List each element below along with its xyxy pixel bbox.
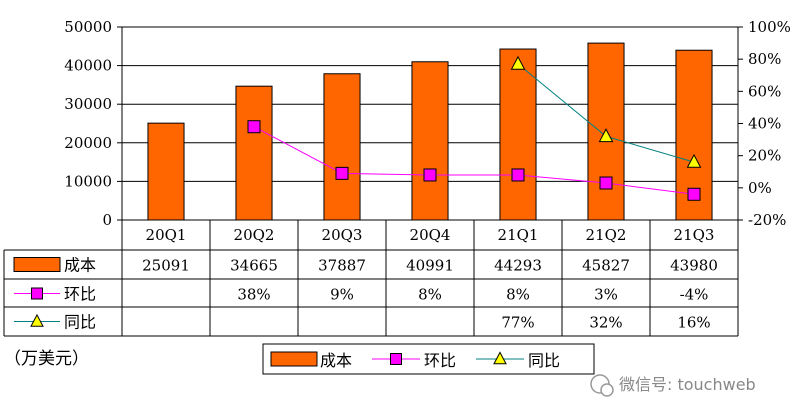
table-cell-value: 8% bbox=[418, 286, 442, 304]
yoy-point bbox=[510, 55, 526, 70]
x-tick-label: 21Q2 bbox=[586, 226, 627, 244]
line-series bbox=[247, 55, 702, 201]
bar-series-cost bbox=[147, 42, 713, 221]
x-tick-label: 20Q2 bbox=[234, 226, 275, 244]
wechat-icon-bubble bbox=[600, 383, 614, 397]
watermark: 微信号: touchweb bbox=[590, 374, 756, 397]
x-tick-label: 21Q1 bbox=[498, 226, 539, 244]
y-right-tick-label: 80% bbox=[748, 50, 781, 68]
unit-label: （万美元） bbox=[4, 349, 89, 369]
y-left-tick-label: 20000 bbox=[64, 134, 112, 152]
table-cell-value: 9% bbox=[330, 286, 354, 304]
table-cell-value: 40991 bbox=[406, 257, 454, 275]
table-cell-value: 77% bbox=[501, 314, 534, 332]
legend-key-cost bbox=[270, 351, 318, 367]
legend-label-yoy: 同比 bbox=[528, 351, 560, 370]
table-cell-value: 45827 bbox=[582, 257, 630, 275]
yoy-point bbox=[686, 153, 702, 168]
y-left-tick-label: 30000 bbox=[64, 95, 112, 113]
y-right-tick-label: 60% bbox=[748, 82, 781, 100]
y-right-tick-label: 100% bbox=[748, 18, 791, 36]
y-right-tick-label: -20% bbox=[748, 211, 786, 229]
y-left-tick-label: 10000 bbox=[64, 172, 112, 190]
row-key-yoy-marker bbox=[30, 313, 44, 327]
legend: 成本 环比 同比 bbox=[262, 343, 595, 375]
row-label-cost: 成本 bbox=[64, 256, 96, 275]
y-left-tick-label: 0 bbox=[102, 211, 112, 229]
table-cell-value: 43980 bbox=[670, 257, 718, 275]
row-label-yoy: 同比 bbox=[64, 313, 96, 332]
bar bbox=[235, 85, 273, 221]
mom-point bbox=[423, 168, 437, 182]
mom-line bbox=[253, 126, 695, 195]
table-cell-value: 32% bbox=[589, 314, 622, 332]
y-right-tick-label: 20% bbox=[748, 147, 781, 165]
legend-label-mom: 环比 bbox=[424, 351, 456, 370]
mom-point bbox=[247, 120, 261, 134]
table-cell-value: 8% bbox=[506, 286, 530, 304]
table-cell-value: 16% bbox=[677, 314, 710, 332]
bar bbox=[323, 73, 361, 221]
x-tick-label: 20Q3 bbox=[322, 226, 363, 244]
table-cell-value: 3% bbox=[594, 286, 618, 304]
y-right-tick-label: 0% bbox=[748, 179, 772, 197]
table-cell-value: 38% bbox=[237, 286, 270, 304]
x-tick-label: 20Q1 bbox=[146, 226, 187, 244]
row-key-cost bbox=[13, 257, 61, 272]
row-label-mom: 环比 bbox=[64, 285, 96, 304]
y-left-tick-label: 50000 bbox=[64, 18, 112, 36]
table-cell-value: -4% bbox=[680, 286, 709, 304]
legend-box bbox=[262, 343, 595, 375]
mom-point bbox=[687, 187, 701, 201]
table-cell-value: 37887 bbox=[318, 257, 366, 275]
bar bbox=[411, 61, 449, 221]
mom-point bbox=[511, 168, 525, 182]
y-left-tick-label: 40000 bbox=[64, 57, 112, 75]
bar bbox=[147, 122, 185, 221]
row-key-mom-marker bbox=[31, 287, 43, 300]
axes: 50000 40000 30000 20000 10000 0 100% 80% 60% 40% 2… bbox=[64, 18, 791, 229]
legend-key-yoy-marker bbox=[493, 351, 507, 365]
y-right-tick-label: 40% bbox=[748, 115, 781, 133]
mom-point bbox=[335, 166, 349, 180]
x-tick-label: 21Q3 bbox=[674, 226, 715, 244]
x-tick-label: 20Q4 bbox=[410, 226, 451, 244]
table-cell-value: 44293 bbox=[494, 257, 542, 275]
table-cell-value: 34665 bbox=[230, 257, 278, 275]
legend-key-mom-marker bbox=[390, 353, 402, 365]
yoy-point bbox=[598, 128, 614, 143]
mom-point bbox=[599, 176, 613, 190]
table-cell-value: 25091 bbox=[142, 257, 190, 275]
watermark-text: 微信号: touchweb bbox=[619, 375, 756, 394]
legend-label-cost: 成本 bbox=[320, 351, 352, 370]
